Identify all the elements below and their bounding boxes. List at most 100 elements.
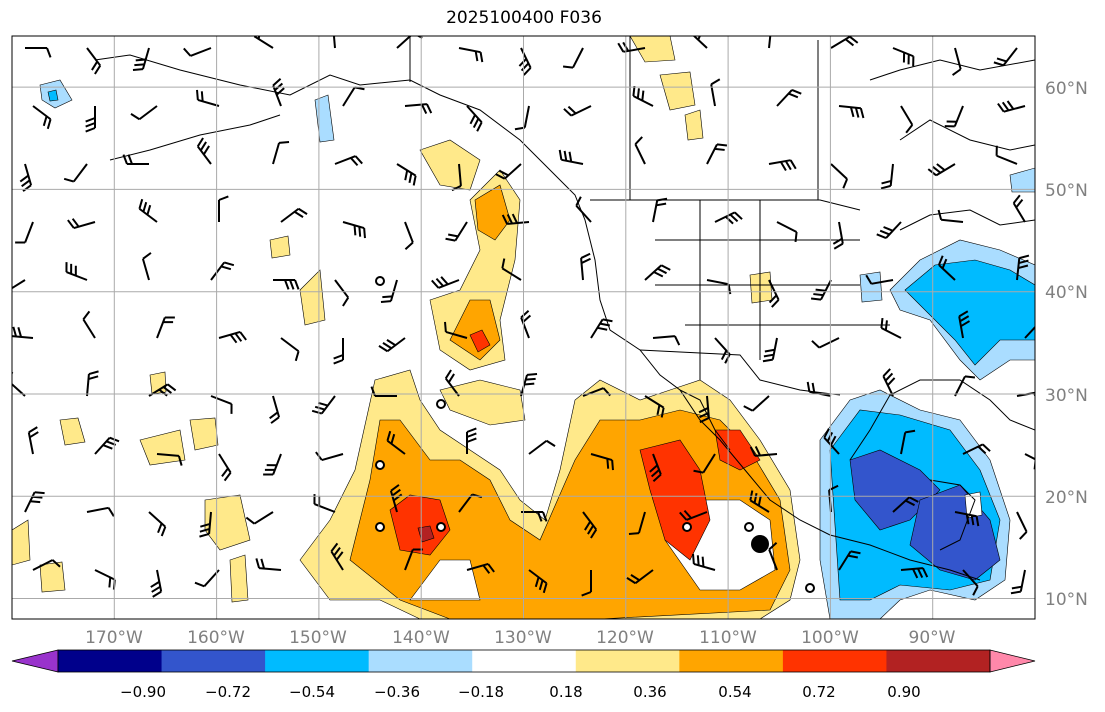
wind-barb-icon [768,279,780,308]
wind-barb-icon [380,279,398,303]
wind-barb-icon [85,106,96,133]
wind-barb-icon [82,310,96,339]
wind-barb-icon [86,370,99,397]
wind-barb-icon [882,368,896,397]
wind-barb-icon [995,145,1018,165]
wind-barb-icon [692,553,716,571]
wind-barb-icon [263,453,282,476]
wind-barb-icon [280,337,300,362]
wind-barb-icon [838,550,861,571]
wind-barb-icon [520,310,532,339]
colorbar-arrow-left [11,649,59,673]
wind-barb-icon [269,395,281,424]
colorbar-segment [679,650,784,672]
colorbar-segment [265,650,370,672]
wind-barb-icon [196,137,212,165]
station-circle-icon [682,522,692,532]
wind-barb-icon [86,47,102,75]
wind-barb-icon [218,330,247,344]
wind-barb-icon [342,221,366,239]
station-circle-icon [744,522,754,532]
wind-barb-icon [634,136,646,165]
wind-barb-icon [644,264,671,281]
wind-barb-icon [255,558,282,571]
wind-barb-icon [196,89,220,107]
wind-barb-icon [12,371,26,397]
wind-barb-icon [698,395,710,424]
wind-barb-icon [632,85,654,107]
wind-barb-icon [333,338,344,365]
wind-barb-icon [466,562,495,574]
wind-barb-icon [389,484,403,513]
colorbar-tick-label: −0.54 [289,683,335,701]
colorbar-tick-label: −0.36 [374,683,420,701]
wind-barb-icon [580,252,591,281]
wind-barb-icon [514,105,530,131]
wind-barb-icon [501,258,522,281]
wind-barb-icon [25,47,52,58]
wind-barb-icon [993,47,1018,67]
wind-barb-icon [386,430,406,455]
longitude-labels: 170°W 160°W 150°W 140°W 130°W 120°W 110°… [85,628,956,648]
colorbar-tick-label: 0.90 [887,683,920,701]
negative-anomaly-field [39,79,1035,619]
lon-label: 100°W [801,628,859,648]
wind-barb-icon [776,221,798,243]
wind-barb-icon [954,511,980,527]
wind-barb-icon [900,105,914,134]
wind-barb-icon [590,453,614,471]
wind-barb-icon [652,335,681,346]
wind-barb-icon [581,570,592,597]
wind-barb-icon [693,453,716,474]
wind-barb-icon [706,143,728,165]
colorbar-frame [57,649,991,673]
colorbar-segment [886,650,991,672]
wind-barb-icon [768,542,778,571]
wind-barb-icon [562,47,584,69]
wind-barb-icon [558,149,584,165]
wind-barb-icon [518,47,532,76]
wind-barb-icon [272,141,290,165]
wind-barb-icon [194,569,220,588]
wind-barb-icon [892,47,915,67]
wind-barb-icon [15,221,34,244]
station-circle-icon [805,583,815,593]
wind-barb-icon [94,436,120,455]
wind-barb-icon [150,569,163,598]
lat-label: 10°N [1045,590,1088,610]
colorbar-segment [472,650,577,672]
wind-barb-icon [706,279,732,295]
lon-label: 150°W [289,628,347,648]
lon-label: 130°W [494,628,552,648]
station-circle-icon [436,522,446,532]
wind-barb-icon [880,163,894,190]
wind-barb-icon [466,427,477,454]
colorbar-segment [575,650,680,672]
lat-label: 20°N [1045,488,1088,508]
wind-barb-icon [521,511,548,522]
graticule [12,36,1035,619]
wind-barb-icon [810,279,832,301]
wind-barb-icon [245,511,274,525]
colorbar-tick-label: −0.90 [120,683,166,701]
wind-barb-icon [27,426,39,455]
colorbar-tick-label: 0.54 [718,683,751,701]
wind-barb-icon [743,395,770,412]
wind-barb-icon [652,197,668,223]
wind-barb-icon [313,494,336,513]
wind-barb-icon [334,279,350,307]
wind-barb-icon [122,154,149,165]
colorbar-tick-label: −0.72 [205,683,251,701]
lat-label: 50°N [1045,181,1088,201]
wind-barb-icon [466,105,483,132]
wind-barb-icon [838,105,865,119]
wind-barb-icon [458,47,484,63]
wind-barb-icon [378,337,406,353]
wind-barb-icon [528,439,556,455]
wind-barb-icon [94,569,116,590]
wind-barb-icon [626,569,654,585]
wind-barb-icon [273,279,300,290]
colorbar-tick-label: −0.18 [458,683,504,701]
wind-barb-icon [444,321,468,339]
